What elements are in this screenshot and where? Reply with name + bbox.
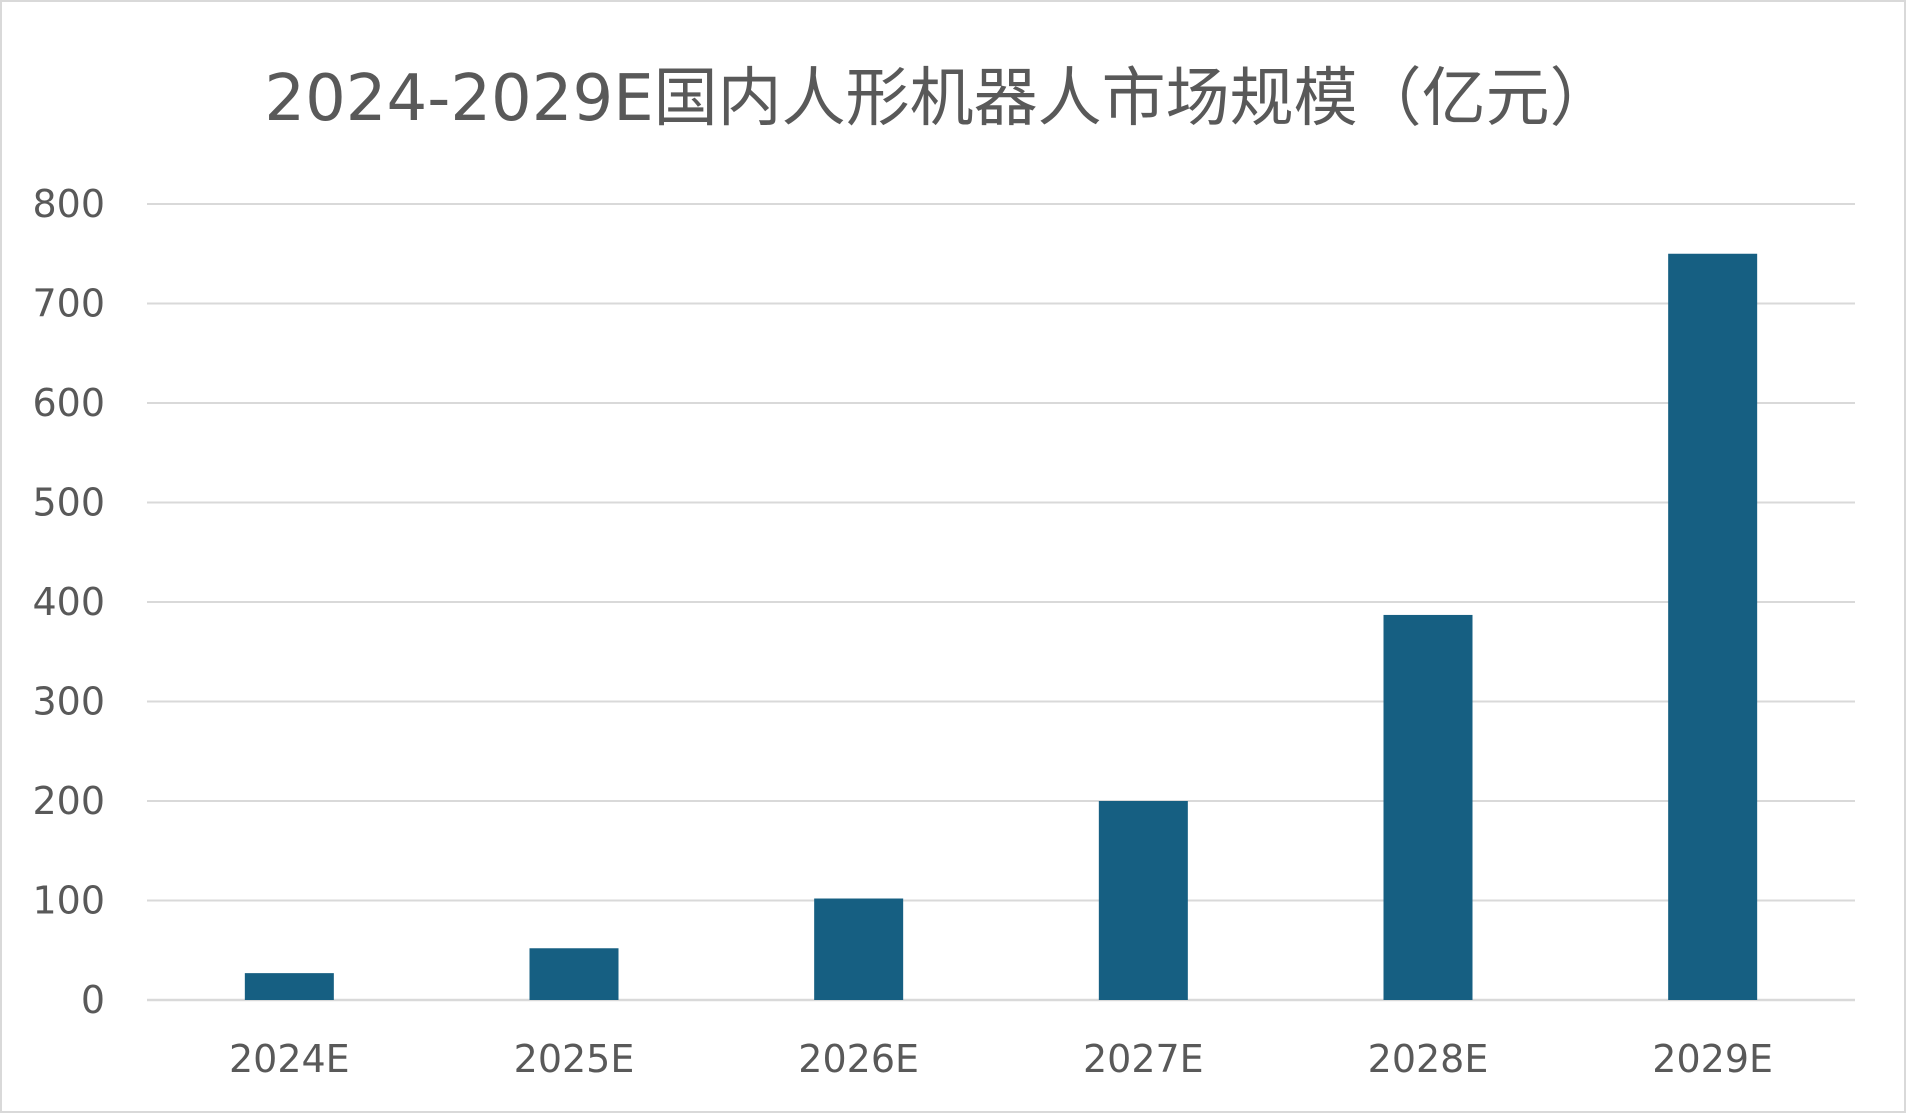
bar-2025E — [529, 948, 619, 1000]
chart-title: 2024-2029E国内人形机器人市场规模（亿元） — [264, 62, 1613, 136]
bar-2027E — [1098, 801, 1188, 1000]
x-tick-label: 2025E — [514, 1037, 635, 1081]
bar-2024E — [244, 973, 334, 1000]
y-tick-label: 0 — [81, 978, 105, 1022]
x-tick-label: 2026E — [798, 1037, 919, 1081]
x-tick-label: 2024E — [229, 1037, 350, 1081]
y-tick-label: 300 — [32, 680, 105, 724]
gridlines — [147, 203, 1855, 1002]
y-tick-label: 500 — [32, 481, 105, 525]
x-tick-label: 2029E — [1652, 1037, 1773, 1081]
y-tick-label: 200 — [32, 779, 105, 823]
bar-2026E — [814, 898, 904, 1000]
x-tick-label: 2027E — [1083, 1037, 1204, 1081]
y-tick-label: 600 — [32, 381, 105, 425]
bar-2028E — [1383, 614, 1473, 1000]
y-tick-label: 700 — [32, 282, 105, 326]
bars — [244, 253, 1758, 1000]
x-axis-ticks: 2024E 2025E 2026E 2027E 2028E 2029E — [229, 1037, 1773, 1081]
y-tick-label: 100 — [32, 879, 105, 923]
bar-2029E — [1668, 253, 1758, 1000]
y-axis-ticks: 0 100 200 300 400 500 600 700 800 — [32, 182, 105, 1022]
x-tick-label: 2028E — [1368, 1037, 1489, 1081]
y-tick-label: 400 — [32, 580, 105, 624]
y-tick-label: 800 — [32, 182, 105, 226]
